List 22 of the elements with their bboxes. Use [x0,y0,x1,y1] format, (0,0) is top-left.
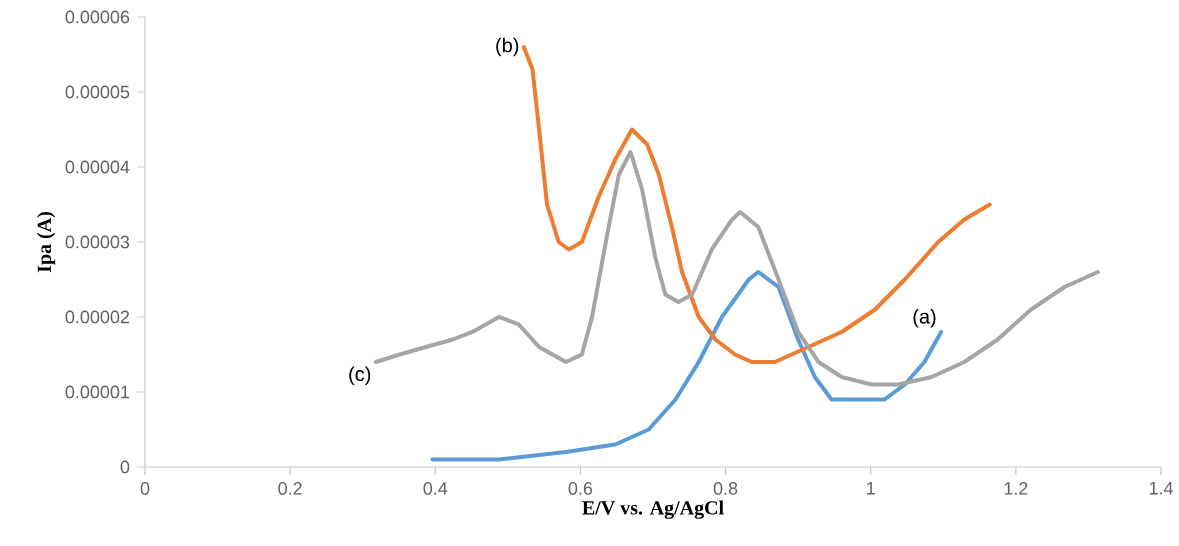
y-tick-label: 0.00005 [65,85,130,99]
y-tick-label: 0.00002 [65,310,130,324]
x-tick-label: 0.2 [278,482,302,495]
x-axis-title: E/V vs. Ag/AgCl [582,500,724,519]
line-series [521,44,992,364]
y-tick-label: 0.00003 [65,235,130,249]
x-tick-label: 0.4 [423,482,448,495]
x-tick-label: 1.2 [1004,482,1028,495]
annotation: (a) [913,308,936,328]
y-axis-title: Ipa (A) [37,212,56,273]
x-tick-label: 0.8 [713,482,738,495]
y-tick-label: 0.00001 [65,385,130,399]
annotation: (b) [496,37,519,57]
x-tick-label: 0.6 [568,482,593,495]
annotation: (c) [349,366,371,386]
x-tick-label: 1 [867,482,875,495]
y-tick-label: 0 [120,460,130,474]
line-series [373,149,1100,387]
x-tick-label: 0 [140,482,150,495]
y-tick-label: 0.00004 [65,160,130,174]
y-tick-label: 0.00006 [65,10,130,24]
x-tick-label: 1.4 [1149,482,1173,495]
